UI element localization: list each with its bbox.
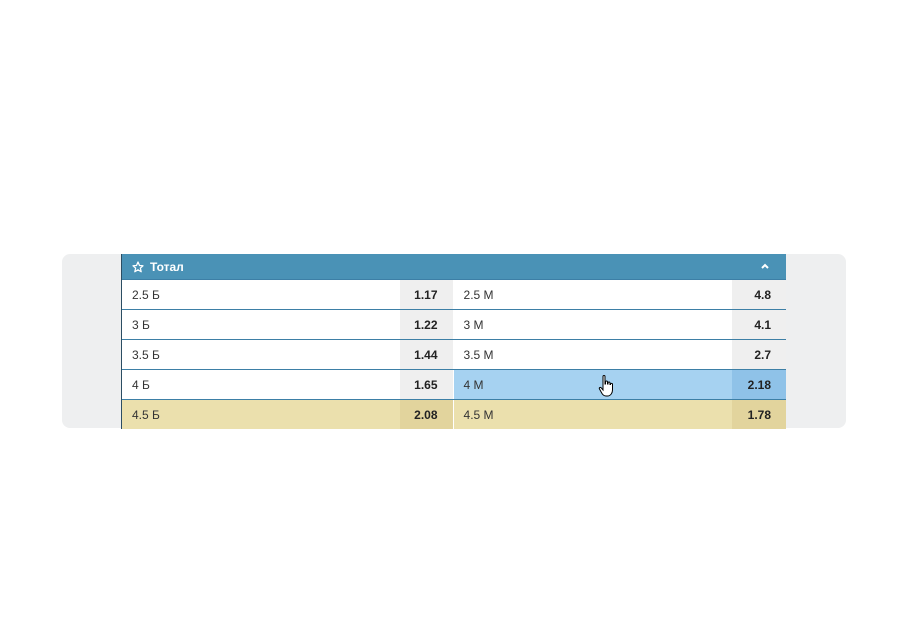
- outcome-label[interactable]: 4.5 Б: [132, 407, 160, 422]
- outcome-label[interactable]: 4.5 М: [452, 400, 733, 429]
- odds[interactable]: 1.65: [399, 370, 453, 399]
- rows: 2.5 Б 1.17 2.5 М 4.8 3 Б 1.22 3 М 4.1 3.5 Б 1.44 3…: [122, 279, 786, 429]
- outcome-label[interactable]: 3.5 М: [452, 340, 733, 369]
- market-title: Тотал: [150, 259, 184, 274]
- row: 3 Б 1.22 3 М 4.1: [122, 309, 786, 339]
- odds[interactable]: 2.7: [732, 340, 786, 369]
- outcome-label[interactable]: 4 Б: [132, 377, 150, 392]
- outcome-label[interactable]: 3.5 Б: [132, 347, 160, 362]
- odds[interactable]: 1.17: [399, 280, 453, 309]
- odds[interactable]: 4.1: [732, 310, 786, 339]
- row: 4.5 Б 2.08 4.5 М 1.78: [122, 399, 786, 429]
- cursor: [598, 374, 613, 397]
- market-table: Тотал 2.5 Б 1.17 2.5 М 4.8 3 Б 1.22 3 М 4.1 3.5 …: [121, 254, 786, 429]
- row: 4 Б 1.65 4 М 2.18: [122, 369, 786, 399]
- outcome-label[interactable]: 4 М: [452, 370, 733, 399]
- odds[interactable]: 2.08: [399, 400, 453, 429]
- odds[interactable]: 4.8: [732, 280, 786, 309]
- outcome-label[interactable]: 2.5 Б: [132, 287, 160, 302]
- market-header[interactable]: Тотал: [122, 254, 786, 279]
- odds[interactable]: 1.22: [399, 310, 453, 339]
- odds[interactable]: 1.44: [399, 340, 453, 369]
- odds[interactable]: 2.18: [732, 370, 786, 399]
- odds[interactable]: 1.78: [732, 400, 786, 429]
- star-icon[interactable]: [132, 260, 144, 273]
- outcome-label[interactable]: 2.5 М: [452, 280, 733, 309]
- row: 2.5 Б 1.17 2.5 М 4.8: [122, 279, 786, 309]
- outcome-label[interactable]: 3 Б: [132, 317, 150, 332]
- outcome-label[interactable]: 3 М: [452, 310, 733, 339]
- row: 3.5 Б 1.44 3.5 М 2.7: [122, 339, 786, 369]
- collapse-icon[interactable]: [760, 262, 770, 270]
